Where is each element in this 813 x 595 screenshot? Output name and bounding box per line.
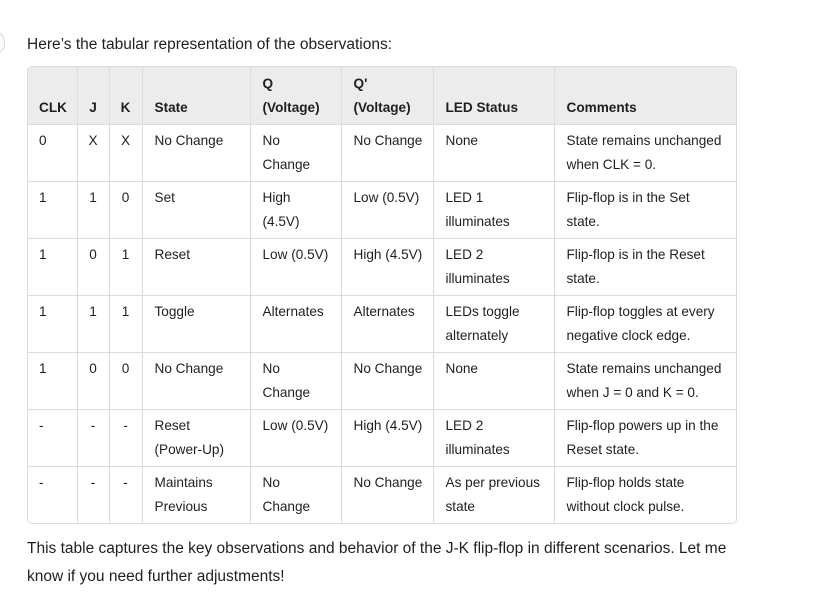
cell-clk: - (28, 466, 78, 523)
cell-q: No Change (250, 352, 342, 410)
cell-q: Low (0.5V) (250, 238, 342, 296)
cell-clk: 1 (28, 295, 78, 353)
cell-clk: 1 (28, 181, 78, 239)
cell-q: Alternates (250, 295, 342, 353)
cell-j: 1 (77, 295, 110, 353)
header-led-status: LED Status (433, 67, 555, 125)
cell-clk: - (28, 409, 78, 467)
cell-led: None (433, 124, 555, 182)
table-row: 1 0 0 No Change No Change No Change None… (28, 352, 736, 410)
cell-comments: Flip-flop is in the Set state. (554, 181, 736, 239)
cell-qbar: Low (0.5V) (341, 181, 434, 239)
cell-j: - (77, 409, 110, 467)
cell-qbar: No Change (341, 124, 434, 182)
cell-k: 1 (109, 238, 143, 296)
cell-j: X (77, 124, 110, 182)
cell-k: - (109, 466, 143, 523)
cell-k: 1 (109, 295, 143, 353)
cell-j: 0 (77, 238, 110, 296)
cell-k: X (109, 124, 143, 182)
cell-state: Reset (142, 238, 251, 296)
cell-comments: Flip-flop toggles at every negative cloc… (554, 295, 736, 353)
cell-k: - (109, 409, 143, 467)
header-qbar-line1: Q' (353, 75, 368, 91)
table-header-row: CLK J K State Q (Voltage) Q' (Voltage) L… (28, 67, 736, 125)
cell-qbar: No Change (341, 352, 434, 410)
cell-clk: 1 (28, 352, 78, 410)
cell-q: Low (0.5V) (250, 409, 342, 467)
cell-state: Maintains Previous (142, 466, 251, 523)
cell-comments: Flip-flop powers up in the Reset state. (554, 409, 736, 467)
header-clk: CLK (28, 67, 78, 125)
header-q-voltage: Q (Voltage) (250, 67, 342, 125)
cell-q: No Change (250, 124, 342, 182)
cell-clk: 0 (28, 124, 78, 182)
table-row: 1 0 1 Reset Low (0.5V) High (4.5V) LED 2… (28, 238, 736, 296)
cell-led: As per previous state (433, 466, 555, 523)
cell-qbar: No Change (341, 466, 434, 523)
cell-q: No Change (250, 466, 342, 523)
cell-led: None (433, 352, 555, 410)
observations-table: CLK J K State Q (Voltage) Q' (Voltage) L… (28, 67, 736, 523)
header-k: K (109, 67, 143, 125)
cell-clk: 1 (28, 238, 78, 296)
cell-led: LED 1 illuminates (433, 181, 555, 239)
cell-comments: Flip-flop holds state without clock puls… (566, 474, 685, 514)
cell-state: Set (142, 181, 251, 239)
outro-text: This table captures the key observations… (27, 540, 727, 585)
cell-qbar: High (4.5V) (341, 238, 434, 296)
header-comments: Comments (554, 67, 736, 125)
cell-state: Reset (Power-Up) (142, 409, 251, 467)
header-q-line2: (Voltage) (262, 99, 320, 115)
cell-qbar: High (4.5V) (341, 409, 434, 467)
table-row: - - - Reset (Power-Up) Low (0.5V) High (… (28, 409, 736, 467)
cell-j: 0 (77, 352, 110, 410)
cell-state: Toggle (142, 295, 251, 353)
cell-led: LEDs toggle alternately (433, 295, 555, 353)
cell-j: 1 (77, 181, 110, 239)
header-q-line1: Q (262, 75, 274, 91)
table-row: 1 1 1 Toggle Alternates Alternates LEDs … (28, 295, 736, 353)
cell-led: LED 2 illuminates (433, 238, 555, 296)
header-qbar-line2: (Voltage) (353, 99, 411, 115)
scroll-edge-indicator (0, 31, 5, 55)
intro-text: Here’s the tabular representation of the… (27, 36, 393, 53)
cell-k: 0 (109, 352, 143, 410)
table-row: 1 1 0 Set High (4.5V) Low (0.5V) LED 1 i… (28, 181, 736, 239)
cell-k: 0 (109, 181, 143, 239)
cell-comments: State remains unchanged when J = 0 and K… (554, 352, 736, 410)
cell-comments: State remains unchanged when CLK = 0. (554, 124, 736, 182)
cell-led: LED 2 illuminates (433, 409, 555, 467)
header-qbar-voltage: Q' (Voltage) (341, 67, 434, 125)
cell-state: No Change (142, 352, 251, 410)
table-row: 0 X X No Change No Change No Change None… (28, 124, 736, 182)
cell-qbar: Alternates (341, 295, 434, 353)
cell-q: High (4.5V) (250, 181, 342, 239)
table-row: - - - Maintains Previous No Change No Ch… (28, 466, 736, 523)
cell-comments: Flip-flop is in the Reset state. (554, 238, 736, 296)
observations-table-container: CLK J K State Q (Voltage) Q' (Voltage) L… (27, 66, 737, 524)
cell-j: - (77, 466, 110, 523)
header-j: J (77, 67, 110, 125)
header-state: State (142, 67, 251, 125)
cell-state: No Change (142, 124, 251, 182)
